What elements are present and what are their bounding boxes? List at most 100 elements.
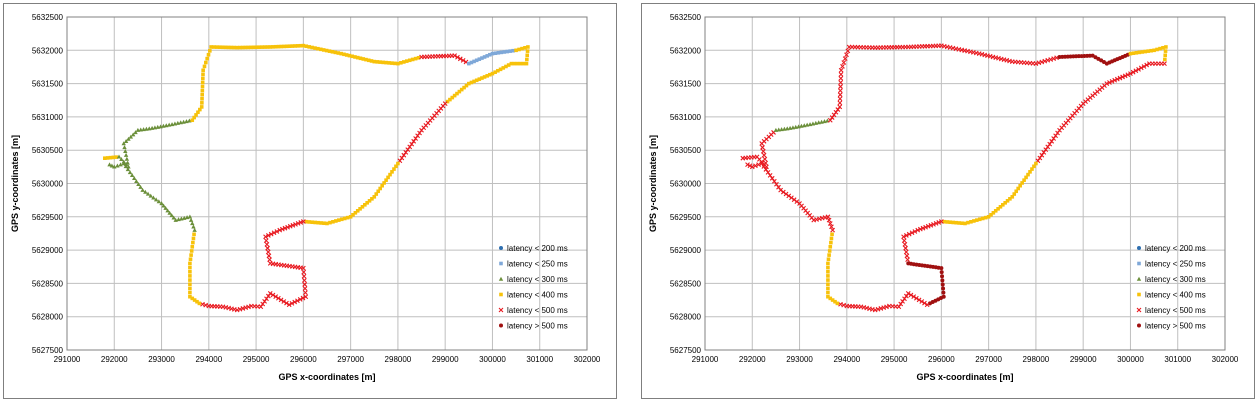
x-tick-label: 297000: [975, 355, 1002, 364]
legend-marker: [1137, 292, 1141, 297]
data-point: [828, 244, 833, 249]
data-point: [941, 290, 946, 295]
data-point: [112, 164, 117, 169]
data-point: [188, 286, 192, 291]
data-point: [188, 269, 192, 274]
data-point: [1141, 64, 1147, 69]
data-point: [1140, 50, 1145, 54]
data-point: [512, 61, 517, 66]
data-point: [289, 300, 295, 306]
data-point: [278, 297, 284, 303]
data-point: [829, 236, 834, 241]
legend-marker: [499, 246, 503, 250]
data-point: [496, 68, 500, 73]
y-tick-label: 5632000: [32, 46, 64, 55]
data-point: [972, 219, 976, 223]
data-point: [287, 223, 293, 229]
data-point: [270, 292, 276, 298]
data-point: [151, 195, 156, 200]
data-point: [220, 45, 225, 50]
data-point: [265, 45, 270, 49]
data-point: [206, 52, 211, 57]
y-tick-label: 5630000: [670, 180, 702, 189]
y-tick-label: 5632500: [32, 13, 64, 22]
data-point: [838, 76, 844, 81]
data-point: [273, 44, 278, 49]
data-point: [316, 220, 320, 225]
data-point: [169, 213, 174, 218]
data-point: [841, 60, 847, 65]
data-point: [226, 45, 231, 50]
data-point: [488, 72, 492, 77]
data-point: [904, 253, 910, 259]
data-point: [118, 162, 123, 167]
data-point: [303, 290, 308, 296]
data-point: [939, 270, 944, 275]
data-point: [396, 161, 400, 166]
data-point: [276, 44, 281, 49]
data-point: [749, 164, 755, 170]
data-point: [189, 253, 193, 257]
data-point: [498, 67, 503, 72]
data-point: [223, 45, 228, 50]
data-point: [319, 221, 323, 225]
data-point: [127, 170, 133, 175]
data-point: [109, 163, 115, 168]
data-point: [316, 46, 320, 51]
data-point: [467, 81, 471, 86]
data-point: [240, 45, 245, 50]
data-point: [826, 269, 830, 274]
data-point: [378, 186, 382, 191]
data-point: [384, 60, 388, 65]
data-point: [753, 163, 758, 169]
data-point: [1112, 77, 1118, 83]
data-point: [496, 50, 501, 55]
y-tick-label: 5630500: [670, 146, 702, 155]
data-point: [187, 214, 193, 219]
data-point: [1146, 61, 1152, 67]
data-point: [830, 232, 834, 237]
data-point: [298, 43, 303, 48]
chart-left: 291000 292000 293000 294000 295000 296000 2970…: [10, 13, 601, 382]
data-point: [190, 296, 195, 301]
data-point: [375, 60, 380, 64]
data-point: [404, 59, 409, 63]
data-point: [767, 172, 773, 178]
chart-right: 291000 292000 293000 294000 295000 296000 2970…: [648, 13, 1239, 382]
x-tick-label: 293000: [148, 355, 175, 364]
data-point: [993, 209, 998, 213]
data-point: [842, 56, 848, 62]
data-point: [923, 224, 928, 230]
data-point: [196, 110, 200, 115]
data-point: [201, 76, 205, 81]
data-point: [188, 257, 193, 262]
y-tick-label: 5628000: [32, 313, 64, 322]
y-tick-label: 5630000: [32, 180, 64, 189]
data-point: [254, 45, 259, 50]
data-point: [403, 150, 409, 155]
data-point: [789, 195, 794, 201]
data-point: [215, 45, 219, 49]
data-point: [301, 269, 307, 275]
data-point: [1146, 49, 1150, 53]
chart-panel-right: 291000 292000 293000 294000 295000 296000 2970…: [641, 3, 1255, 399]
data-point: [417, 130, 422, 136]
x-tick-label: 298000: [385, 355, 412, 364]
data-point: [1158, 46, 1162, 51]
data-point: [413, 136, 419, 141]
data-point: [123, 164, 129, 169]
data-point: [413, 56, 418, 61]
data-point: [518, 61, 523, 66]
data-point: [919, 299, 925, 304]
data-point: [833, 299, 837, 304]
data-point: [198, 107, 202, 112]
data-point: [264, 242, 270, 247]
data-point: [774, 181, 779, 187]
legend-entry: latency > 500 ms: [507, 322, 568, 331]
data-point: [938, 219, 944, 224]
data-point: [467, 61, 471, 66]
data-point: [525, 57, 529, 62]
data-point: [975, 218, 979, 222]
data-point: [940, 282, 945, 287]
data-point: [1125, 72, 1131, 78]
